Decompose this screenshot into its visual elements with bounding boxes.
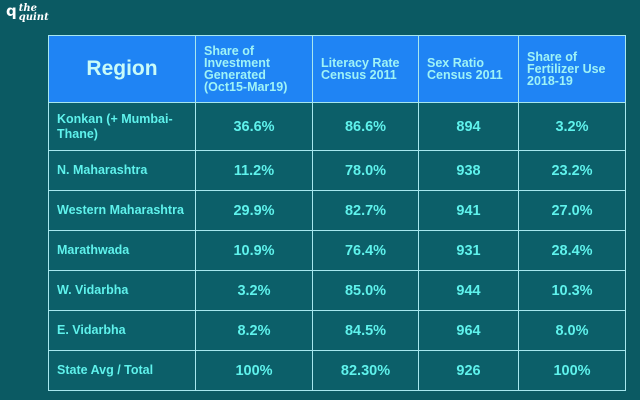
logo-mark: q	[6, 2, 17, 20]
fertilizer-share-cell: 23.2%	[518, 150, 626, 191]
table-row: N. Maharashtra 11.2% 78.0% 938 23.2%	[48, 150, 626, 191]
fertilizer-share-cell: 100%	[518, 350, 626, 391]
table-row-total: State Avg / Total 100% 82.30% 926 100%	[48, 350, 626, 391]
logo-wordmark: the quint	[18, 3, 49, 23]
investment-share-cell: 10.9%	[195, 230, 313, 271]
column-header-sex-ratio: Sex Ratio Census 2011	[418, 35, 519, 103]
sex-ratio-cell: 931	[418, 230, 519, 271]
sex-ratio-cell: 894	[418, 102, 519, 151]
region-cell: N. Maharashtra	[48, 150, 196, 191]
data-table: Region Share of Investment Generated (Oc…	[48, 35, 626, 391]
investment-share-cell: 11.2%	[195, 150, 313, 191]
header-row: Region Share of Investment Generated (Oc…	[48, 35, 626, 103]
brand-logo: q the quint	[6, 2, 49, 23]
region-cell: W. Vidarbha	[48, 270, 196, 311]
table-row: W. Vidarbha 3.2% 85.0% 944 10.3%	[48, 270, 626, 311]
literacy-rate-cell: 82.7%	[312, 190, 419, 231]
region-cell: Western Maharashtra	[48, 190, 196, 231]
region-cell: Marathwada	[48, 230, 196, 271]
literacy-rate-cell: 76.4%	[312, 230, 419, 271]
table-row: Western Maharashtra 29.9% 82.7% 941 27.0…	[48, 190, 626, 231]
column-header-region: Region	[48, 35, 196, 103]
table-row: Konkan (+ Mumbai-Thane) 36.6% 86.6% 894 …	[48, 102, 626, 151]
sex-ratio-cell: 938	[418, 150, 519, 191]
sex-ratio-cell: 944	[418, 270, 519, 311]
investment-share-cell: 3.2%	[195, 270, 313, 311]
column-header-fertilizer-share: Share of Fertilizer Use 2018-19	[518, 35, 626, 103]
investment-share-cell: 8.2%	[195, 310, 313, 351]
sex-ratio-cell: 964	[418, 310, 519, 351]
sex-ratio-cell: 926	[418, 350, 519, 391]
fertilizer-share-cell: 27.0%	[518, 190, 626, 231]
column-header-investment-share: Share of Investment Generated (Oct15-Mar…	[195, 35, 313, 103]
literacy-rate-cell: 85.0%	[312, 270, 419, 311]
logo-word-quint: quint	[18, 12, 49, 23]
fertilizer-share-cell: 3.2%	[518, 102, 626, 151]
column-header-literacy-rate: Literacy Rate Census 2011	[312, 35, 419, 103]
region-cell: Konkan (+ Mumbai-Thane)	[48, 102, 196, 151]
investment-share-cell: 36.6%	[195, 102, 313, 151]
investment-share-cell: 100%	[195, 350, 313, 391]
table-row: Marathwada 10.9% 76.4% 931 28.4%	[48, 230, 626, 271]
literacy-rate-cell: 82.30%	[312, 350, 419, 391]
region-cell: State Avg / Total	[48, 350, 196, 391]
fertilizer-share-cell: 10.3%	[518, 270, 626, 311]
fertilizer-share-cell: 8.0%	[518, 310, 626, 351]
fertilizer-share-cell: 28.4%	[518, 230, 626, 271]
sex-ratio-cell: 941	[418, 190, 519, 231]
investment-share-cell: 29.9%	[195, 190, 313, 231]
literacy-rate-cell: 84.5%	[312, 310, 419, 351]
table-row: E. Vidarbha 8.2% 84.5% 964 8.0%	[48, 310, 626, 351]
literacy-rate-cell: 78.0%	[312, 150, 419, 191]
logo-word-the: the	[18, 3, 38, 14]
literacy-rate-cell: 86.6%	[312, 102, 419, 151]
region-cell: E. Vidarbha	[48, 310, 196, 351]
